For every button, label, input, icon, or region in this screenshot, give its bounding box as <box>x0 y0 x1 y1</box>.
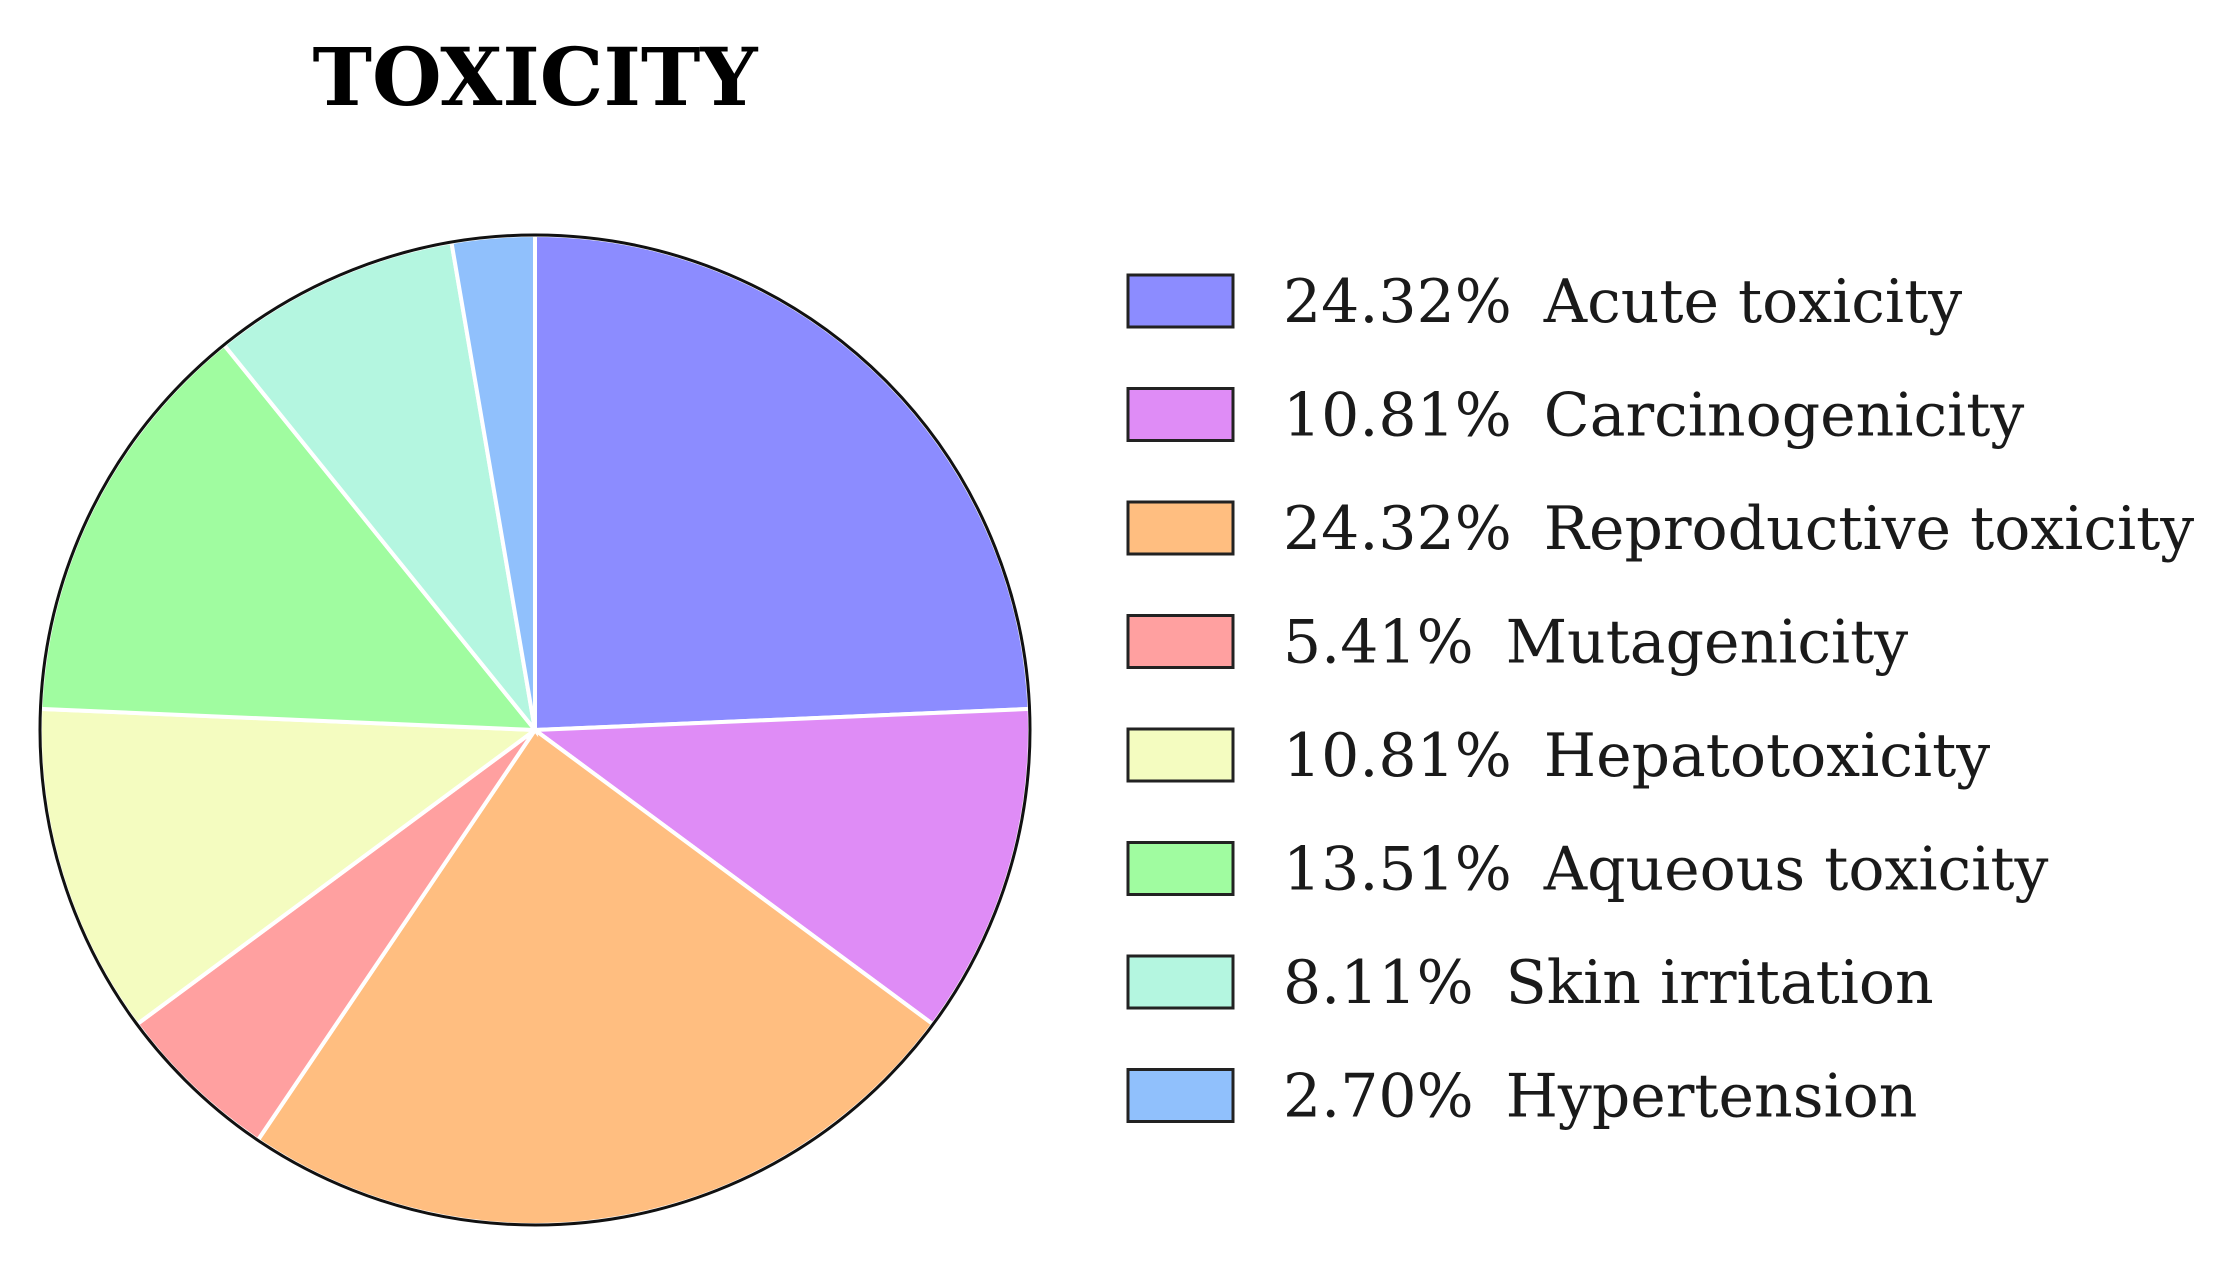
legend-value: 5.41% <box>1283 608 1474 678</box>
legend-category: Skin irritation <box>1506 948 1934 1018</box>
legend-label: 13.51% Aqueous toxicity <box>1283 835 2048 905</box>
legend-swatch <box>1126 387 1235 442</box>
legend-item-mutagenicity: 5.41% Mutagenicity <box>1126 608 1908 678</box>
legend-swatch <box>1126 273 1235 329</box>
legend-category: Acute toxicity <box>1543 267 1962 337</box>
legend-swatch <box>1126 727 1235 783</box>
legend-value: 13.51% <box>1283 835 1512 905</box>
legend-label: 24.32% Acute toxicity <box>1283 267 1962 337</box>
legend-item-acute-toxicity: 24.32% Acute toxicity <box>1126 267 1962 337</box>
legend-item-reproductive-toxicity: 24.32% Reproductive toxicity <box>1126 494 2194 564</box>
legend-label: 2.70% Hypertension <box>1283 1062 1917 1132</box>
legend-category: Mutagenicity <box>1506 608 1909 678</box>
legend-value: 8.11% <box>1283 948 1474 1018</box>
legend-item-carcinogenicity: 10.81% Carcinogenicity <box>1126 381 2024 451</box>
legend-item-hepatotoxicity: 10.81% Hepatotoxicity <box>1126 721 1990 791</box>
pie-slice-acute-toxicity <box>533 232 1032 733</box>
chart-title: TOXICITY <box>312 30 758 124</box>
legend-swatch <box>1126 954 1235 1010</box>
legend-label: 10.81% Carcinogenicity <box>1283 381 2024 451</box>
legend-label: 8.11% Skin irritation <box>1283 948 1934 1018</box>
pie-outline <box>38 233 1032 1227</box>
legend-category: Hypertension <box>1506 1062 1918 1132</box>
legend: 24.32% Acute toxicity 10.81% Carcinogenicit… <box>1126 267 2194 1132</box>
legend-item-aqueous-toxicity: 13.51% Aqueous toxicity <box>1126 835 2048 905</box>
legend-label: 5.41% Mutagenicity <box>1283 608 1908 678</box>
legend-value: 10.81% <box>1283 381 1512 451</box>
legend-value: 24.32% <box>1283 494 1512 564</box>
legend-swatch <box>1126 1068 1235 1123</box>
legend-item-skin-irritation: 8.11% Skin irritation <box>1126 948 1934 1018</box>
legend-label: 24.32% Reproductive toxicity <box>1283 494 2194 564</box>
legend-category: Carcinogenicity <box>1544 381 2025 451</box>
legend-item-hypertension: 2.70% Hypertension <box>1126 1062 1917 1132</box>
legend-category: Hepatotoxicity <box>1544 721 1990 791</box>
legend-label: 10.81% Hepatotoxicity <box>1283 721 1990 791</box>
legend-value: 24.32% <box>1283 267 1512 337</box>
legend-category: Aqueous toxicity <box>1543 835 2049 905</box>
legend-swatch <box>1126 614 1235 669</box>
legend-swatch <box>1126 500 1235 556</box>
legend-category: Reproductive toxicity <box>1544 494 2194 564</box>
pie-slices <box>38 232 1032 1227</box>
legend-value: 2.70% <box>1283 1062 1474 1132</box>
legend-value: 10.81% <box>1283 721 1512 791</box>
legend-swatch <box>1126 841 1235 896</box>
